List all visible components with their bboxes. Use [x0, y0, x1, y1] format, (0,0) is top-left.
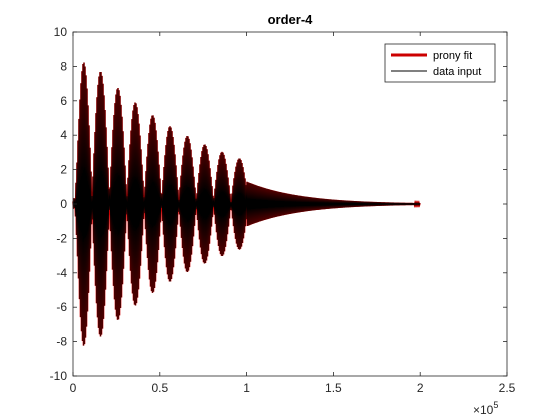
x-axis-exponent-power: 5: [493, 400, 498, 410]
x-axis-exponent: ×105: [473, 400, 498, 417]
y-tick-label: 0: [60, 197, 67, 211]
y-tick-label: -6: [56, 300, 67, 314]
chart-title: order-4: [268, 12, 314, 27]
y-tick-label: -4: [56, 266, 67, 280]
x-tick-label: 2.5: [499, 381, 516, 395]
y-tick-label: 8: [60, 59, 67, 73]
y-tick-label: -8: [56, 335, 67, 349]
y-tick-label: 10: [54, 25, 68, 39]
y-tick-label: -2: [56, 231, 67, 245]
legend-label-prony-fit: prony fit: [433, 50, 472, 62]
ticks-layer: 0 0.5 1 1.5 2 2.5 -10 -8 -6 -4 -2 0 2 4 6 8 10: [50, 25, 516, 395]
y-tick-label: 2: [60, 163, 67, 177]
series-data-input: [72, 62, 421, 346]
x-tick-label: 0.5: [151, 381, 168, 395]
x-tick-label: 0: [70, 381, 77, 395]
series-line-data-input: [72, 62, 421, 346]
y-tick-label: -10: [50, 369, 68, 383]
legend: prony fit data input: [384, 43, 496, 83]
legend-box: [384, 43, 496, 83]
x-axis-exponent-base: ×10: [473, 403, 494, 417]
y-tick-label: 4: [60, 128, 67, 142]
x-tick-label: 1: [243, 381, 250, 395]
y-tick-label: 6: [60, 94, 67, 108]
x-tick-label: 1.5: [325, 381, 342, 395]
data-layer: [72, 62, 421, 346]
x-tick-label: 2: [417, 381, 424, 395]
legend-label-data-input: data input: [433, 66, 481, 78]
